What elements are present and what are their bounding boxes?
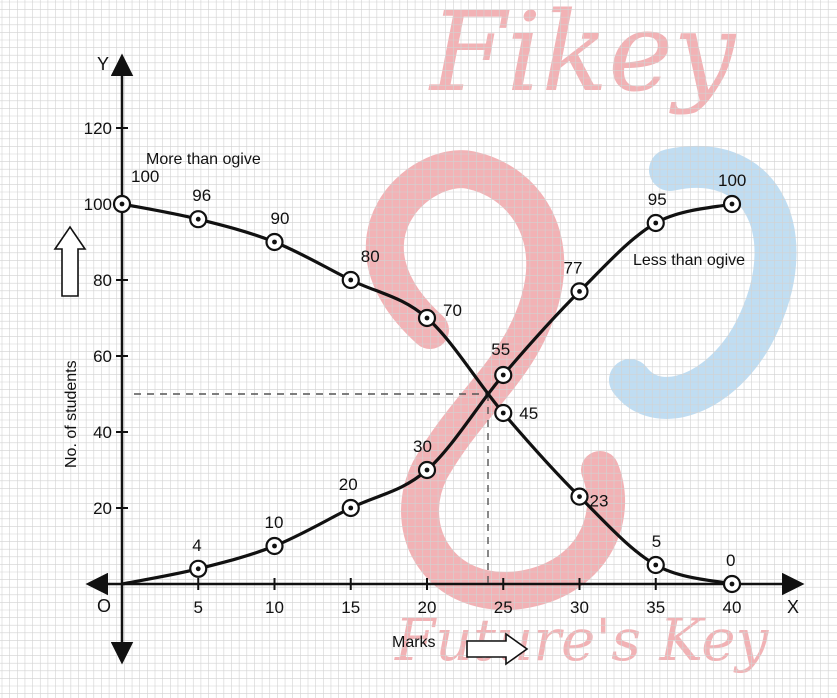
data-label: 4 <box>192 536 201 555</box>
x-tick-label: 30 <box>570 598 589 617</box>
data-points <box>112 194 742 594</box>
data-label: 80 <box>361 247 380 266</box>
x-tick-label: 25 <box>494 598 513 617</box>
data-point <box>646 555 665 575</box>
x-tick-label: 15 <box>341 598 360 617</box>
data-label: 95 <box>648 190 667 209</box>
data-point <box>112 194 132 214</box>
y-axis-title-text: No. of students <box>63 360 80 468</box>
x-axis-letter: X <box>787 597 799 617</box>
median-guides <box>134 393 489 584</box>
data-point <box>341 498 360 518</box>
y-tick-label: 100 <box>84 195 112 214</box>
data-label: 0 <box>726 551 735 570</box>
data-point <box>417 308 437 328</box>
y-axis-letter: Y <box>97 54 109 74</box>
x-tick-label: 35 <box>646 598 665 617</box>
data-point <box>646 213 665 233</box>
up-arrow-icon <box>53 225 87 297</box>
watermark-logo-blue <box>609 145 797 419</box>
y-tick-label: 120 <box>84 119 112 138</box>
right-arrow-icon <box>466 632 529 666</box>
series-curve-more-than <box>121 202 733 586</box>
data-point <box>189 210 208 229</box>
data-point <box>570 282 589 301</box>
data-point <box>722 574 742 594</box>
data-label: 30 <box>413 437 432 456</box>
data-point <box>570 487 589 506</box>
watermark-logo-red <box>365 150 626 610</box>
data-point <box>341 270 360 290</box>
data-point <box>265 232 284 252</box>
data-label: 96 <box>192 186 211 205</box>
data-label: 10 <box>265 513 284 532</box>
data-label: 5 <box>652 532 661 551</box>
data-point <box>494 403 513 423</box>
data-label: 70 <box>443 301 462 320</box>
data-label: 100 <box>718 171 746 190</box>
data-label: 77 <box>564 258 583 277</box>
data-label: 23 <box>590 492 609 511</box>
data-label: 45 <box>519 404 538 423</box>
data-label: 55 <box>491 340 510 359</box>
ogive-curves <box>121 202 733 586</box>
series-curve-less-than <box>121 202 733 586</box>
x-axis-title-text: Marks <box>392 634 436 651</box>
x-tick-label: 40 <box>723 598 742 617</box>
data-point <box>722 194 742 214</box>
data-label: 100 <box>131 167 159 186</box>
x-tick-label: 10 <box>265 598 284 617</box>
watermark-top-text: Fikey <box>428 0 737 116</box>
data-point <box>189 559 208 578</box>
data-label: 90 <box>271 209 290 228</box>
data-point <box>417 460 437 480</box>
y-tick-label: 80 <box>93 271 112 290</box>
series-label-less-than: Less than ogive <box>633 252 745 269</box>
origin-label: O <box>97 596 111 616</box>
data-labels: 100 96 90 80 70 45 23 5 0 4 10 20 30 55 77 95 100 <box>131 167 746 570</box>
series-label-more-than: More than ogive <box>146 151 261 168</box>
x-tick-label: 20 <box>418 598 437 617</box>
data-point <box>494 365 513 385</box>
x-axis-title: Marks <box>392 632 529 666</box>
y-axis-title: No. of students <box>53 225 87 468</box>
x-tick-label: 5 <box>194 598 203 617</box>
y-tick-label: 60 <box>93 347 112 366</box>
axes <box>85 53 805 665</box>
y-tick-label: 20 <box>93 499 112 518</box>
y-tick-label: 40 <box>93 423 112 442</box>
data-point <box>265 536 284 556</box>
data-label: 20 <box>339 475 358 494</box>
